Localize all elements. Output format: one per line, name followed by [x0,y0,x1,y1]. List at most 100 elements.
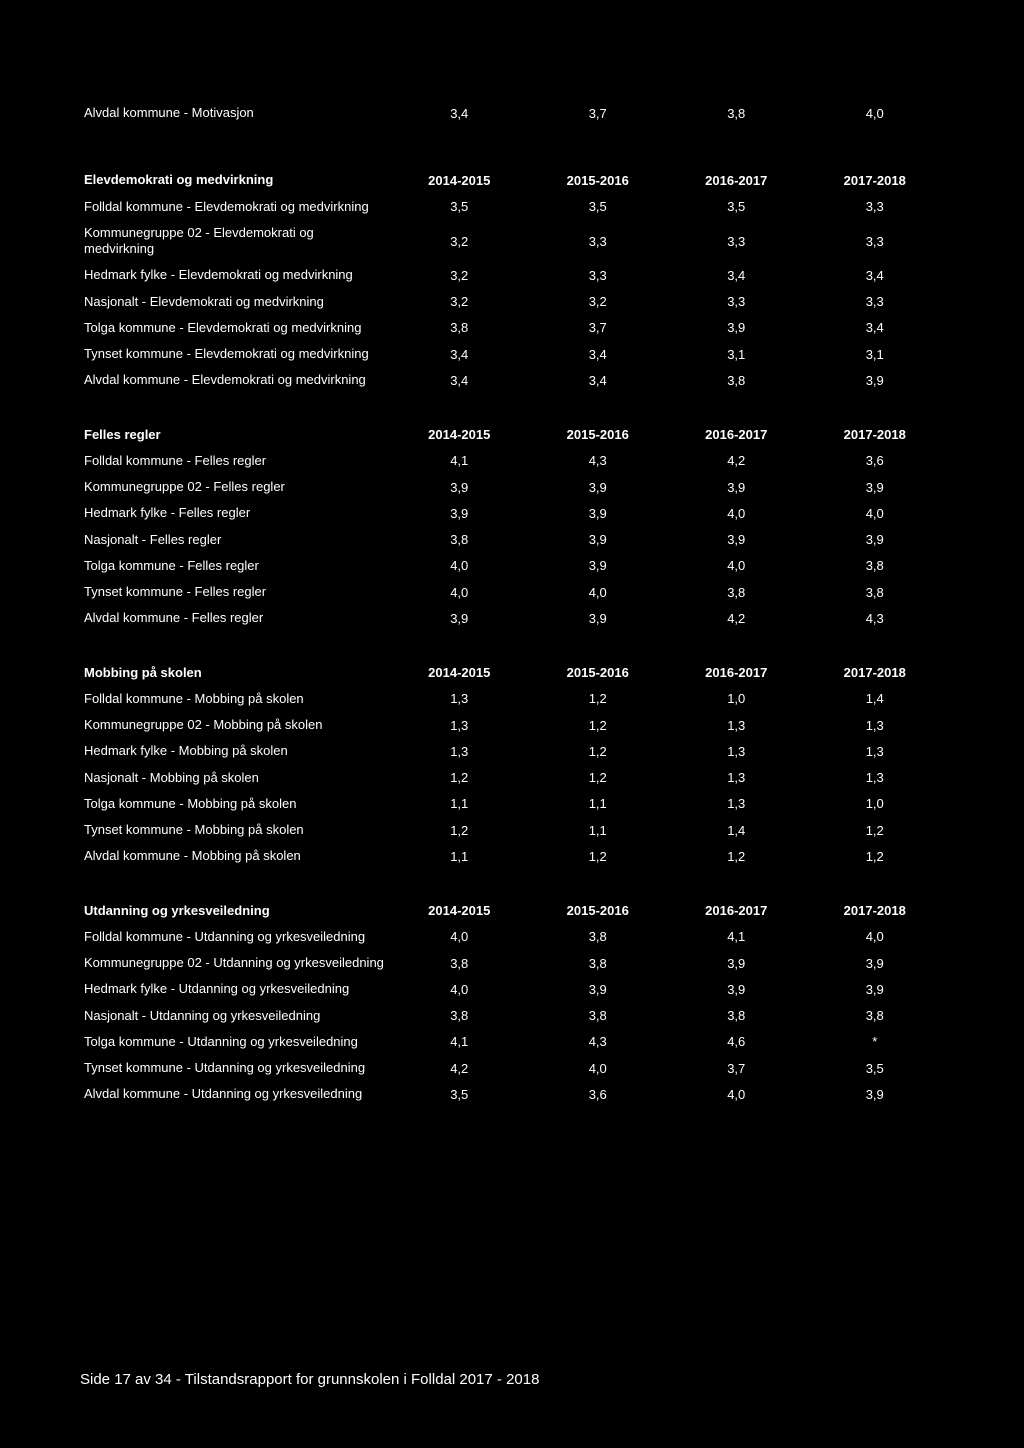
row-label: Folldal kommune - Utdanning og yrkesveil… [80,924,390,950]
cell: 4,0 [390,553,529,579]
table-row: Tolga kommune - Felles regler4,03,94,03,… [80,553,944,579]
cell: 1,3 [806,765,945,791]
column-header: 2016-2017 [667,898,806,924]
cell: 3,9 [529,500,668,526]
cell: 3,5 [390,1081,529,1107]
row-label: Tynset kommune - Utdanning og yrkesveile… [80,1055,390,1081]
row-label: Hedmark fylke - Felles regler [80,500,390,526]
table-row: Tynset kommune - Mobbing på skolen1,21,1… [80,817,944,843]
table-row: Hedmark fylke - Elevdemokrati og medvirk… [80,262,944,288]
cell: 1,3 [667,791,806,817]
cell: 1,4 [667,817,806,843]
row-label: Tynset kommune - Elevdemokrati og medvir… [80,341,390,367]
row-label: Alvdal kommune - Felles regler [80,605,390,631]
table-header-row: Elevdemokrati og medvirkning2014-2015201… [80,167,944,193]
cell: 4,0 [667,553,806,579]
cell: 3,4 [667,262,806,288]
cell: 3,6 [529,1081,668,1107]
row-label: Tynset kommune - Felles regler [80,579,390,605]
data-table: Mobbing på skolen2014-20152015-20162016-… [80,660,944,870]
data-section: Elevdemokrati og medvirkning2014-2015201… [80,167,944,393]
cell: 4,0 [806,924,945,950]
cell: 3,4 [529,341,668,367]
cell: 4,0 [806,100,945,139]
table-row: Hedmark fylke - Mobbing på skolen1,31,21… [80,738,944,764]
cell: 3,4 [529,367,668,393]
cell: 3,3 [529,220,668,263]
row-label: Nasjonalt - Elevdemokrati og medvirkning [80,289,390,315]
cell: 3,3 [667,289,806,315]
cell: 3,8 [390,1003,529,1029]
row-label: Hedmark fylke - Mobbing på skolen [80,738,390,764]
row-label: Tolga kommune - Utdanning og yrkesveiled… [80,1029,390,1055]
cell: 1,3 [667,765,806,791]
cell: 3,9 [667,527,806,553]
cell: 1,2 [529,843,668,869]
row-label: Alvdal kommune - Motivasjon [80,100,390,139]
intro-section: Alvdal kommune - Motivasjon 3,4 3,7 3,8 … [80,100,944,139]
cell: 4,0 [390,579,529,605]
row-label: Tolga kommune - Elevdemokrati og medvirk… [80,315,390,341]
table-row: Kommunegruppe 02 - Elevdemokrati og medv… [80,220,944,263]
cell: 3,2 [390,220,529,263]
data-table: Elevdemokrati og medvirkning2014-2015201… [80,167,944,393]
cell: 3,8 [667,579,806,605]
cell: 3,9 [667,474,806,500]
cell: 1,0 [806,791,945,817]
table-row: Tolga kommune - Elevdemokrati og medvirk… [80,315,944,341]
cell: 4,0 [806,500,945,526]
intro-table: Alvdal kommune - Motivasjon 3,4 3,7 3,8 … [80,100,944,139]
table-row: Tynset kommune - Utdanning og yrkesveile… [80,1055,944,1081]
cell: 3,9 [529,527,668,553]
cell: 3,2 [390,289,529,315]
column-header: 2014-2015 [390,898,529,924]
column-header: 2015-2016 [529,660,668,686]
cell: 3,9 [806,474,945,500]
cell: 4,1 [390,1029,529,1055]
cell: 1,2 [529,712,668,738]
cell: 3,9 [529,976,668,1002]
cell: 3,9 [390,605,529,631]
cell: 3,9 [806,976,945,1002]
table-header-row: Mobbing på skolen2014-20152015-20162016-… [80,660,944,686]
cell: 3,2 [390,262,529,288]
cell: 3,8 [806,579,945,605]
cell: 3,7 [529,315,668,341]
cell: 3,1 [806,341,945,367]
table-row: Folldal kommune - Elevdemokrati og medvi… [80,194,944,220]
row-label: Kommunegruppe 02 - Felles regler [80,474,390,500]
row-label: Tolga kommune - Felles regler [80,553,390,579]
cell: 1,1 [390,843,529,869]
column-header: 2016-2017 [667,422,806,448]
cell: 3,9 [806,527,945,553]
section-title: Mobbing på skolen [80,660,390,686]
table-row: Alvdal kommune - Felles regler3,93,94,24… [80,605,944,631]
table-row: Tolga kommune - Utdanning og yrkesveiled… [80,1029,944,1055]
cell: 4,0 [529,1055,668,1081]
cell: 4,3 [806,605,945,631]
cell: 1,1 [390,791,529,817]
row-label: Nasjonalt - Utdanning og yrkesveiledning [80,1003,390,1029]
cell: 3,4 [390,100,529,139]
column-header: 2016-2017 [667,660,806,686]
table-header-row: Felles regler2014-20152015-20162016-2017… [80,422,944,448]
cell: 3,4 [390,367,529,393]
table-row: Tolga kommune - Mobbing på skolen1,11,11… [80,791,944,817]
cell: 1,3 [806,738,945,764]
cell: 3,8 [806,1003,945,1029]
table-row: Folldal kommune - Utdanning og yrkesveil… [80,924,944,950]
cell: 3,9 [390,500,529,526]
cell: 1,4 [806,686,945,712]
table-row: Kommunegruppe 02 - Felles regler3,93,93,… [80,474,944,500]
table-row: Tynset kommune - Elevdemokrati og medvir… [80,341,944,367]
column-header: 2015-2016 [529,422,668,448]
column-header: 2016-2017 [667,167,806,193]
data-section: Felles regler2014-20152015-20162016-2017… [80,422,944,632]
cell: 3,9 [806,367,945,393]
data-section: Utdanning og yrkesveiledning2014-2015201… [80,898,944,1108]
table-row: Alvdal kommune - Utdanning og yrkesveile… [80,1081,944,1107]
cell: 3,8 [667,367,806,393]
cell: 3,7 [667,1055,806,1081]
column-header: 2015-2016 [529,898,668,924]
table-row: Tynset kommune - Felles regler4,04,03,83… [80,579,944,605]
